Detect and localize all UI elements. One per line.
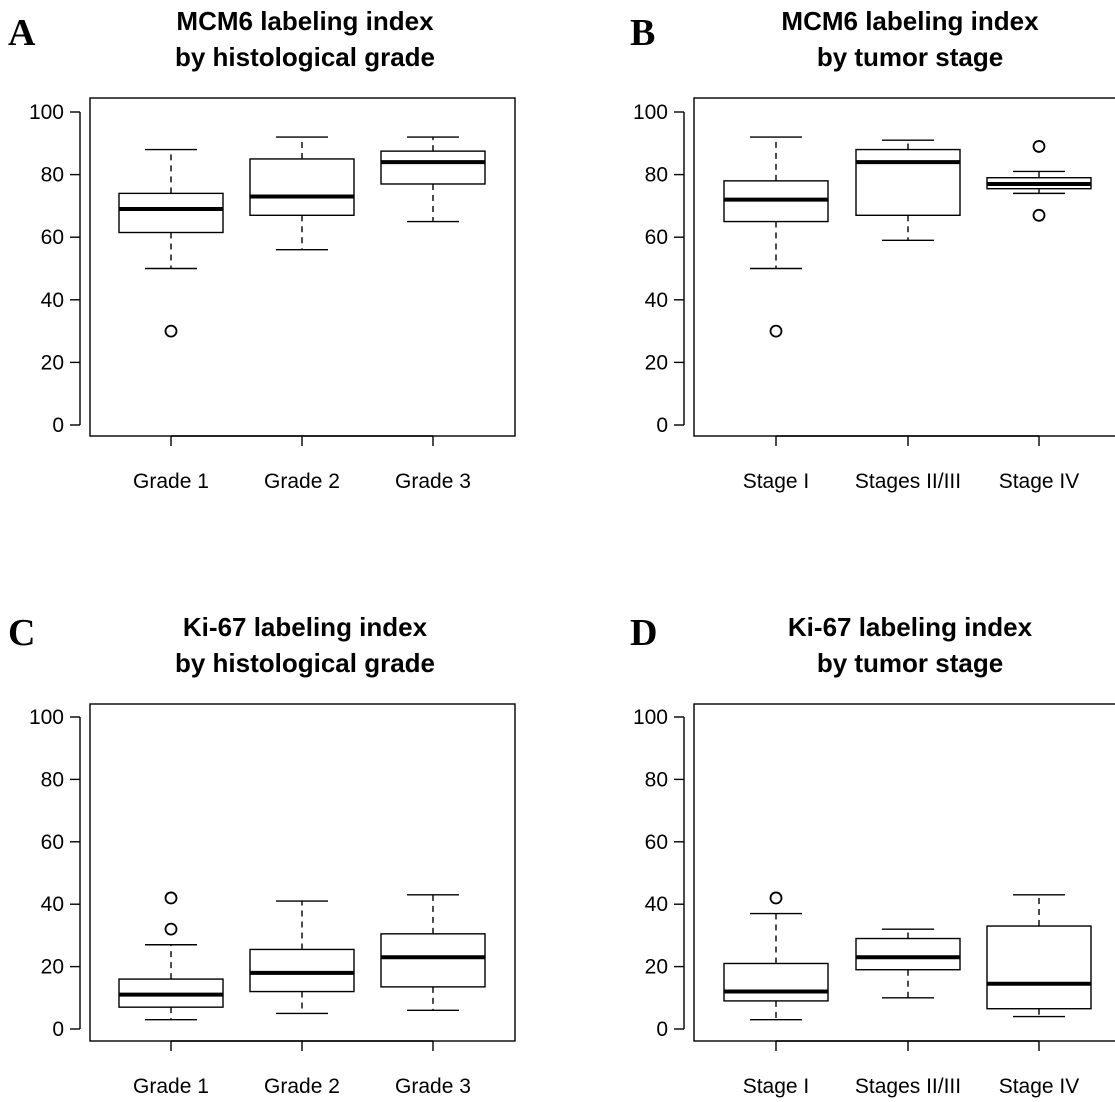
y-tick-label: 100 [29,706,64,729]
chart-panel-c: C Ki-67 labeling index by histological gra… [8,612,516,1098]
x-tick-label: Grade 1 [133,1075,209,1098]
y-tick-label: 80 [645,768,668,791]
outlier-point [164,891,178,905]
outlier-point [164,324,178,338]
chart-title: Ki-67 labeling index by histological grad… [175,612,435,678]
iqr-box [118,192,224,234]
y-tick-label: 20 [41,956,64,979]
outlier-point [1032,208,1046,222]
y-tick-label: 40 [41,893,64,916]
iqr-box [249,948,355,993]
y-tick-label: 100 [633,706,668,729]
iqr-box [380,933,486,988]
y-tick-label: 100 [633,101,668,124]
panel-letter: C [8,612,35,654]
y-tick-label: 100 [29,101,64,124]
y-tick-label: 20 [645,956,668,979]
y-tick-label: 0 [52,414,64,437]
iqr-box [249,158,355,216]
box-stage-i [723,136,829,338]
panel-letter: B [630,12,655,54]
iqr-box [380,150,486,185]
y-tick-label: 60 [41,831,64,854]
outlier-point [164,922,178,936]
outlier-point [769,891,783,905]
chart-title-line: Ki-67 labeling index [788,612,1033,642]
y-tick-label: 40 [41,289,64,312]
box-stages-ii-iii [855,139,961,242]
chart-title-line: MCM6 labeling index [176,6,434,36]
box-grade-3 [380,136,486,223]
x-tick-label: Stage IV [999,470,1080,493]
x-tick-label: Grade 2 [264,470,340,493]
iqr-box [723,962,829,1002]
chart-title-line: Ki-67 labeling index [183,612,428,642]
iqr-box [986,925,1092,1010]
chart-panel-b: B MCM6 labeling index by tumor stage 0 20 40 6… [630,6,1115,493]
outlier-point [1032,140,1046,153]
x-tick-label: Grade 2 [264,1075,340,1098]
box-grade-2 [249,900,355,1015]
y-tick-label: 0 [656,1018,668,1041]
box-grade-1 [118,148,224,338]
x-tick-label: Stage I [743,1075,810,1098]
plot-frame [89,97,516,437]
chart-title: Ki-67 labeling index by tumor stage [788,612,1033,678]
box-grade-1 [118,891,224,1021]
box-stages-ii-iii [855,928,961,999]
chart-title: MCM6 labeling index by histological grade [175,6,435,72]
chart-panel-a: A MCM6 labeling index by histological grad… [8,6,516,493]
chart-title-line: MCM6 labeling index [781,6,1039,36]
plot-frame [693,97,1115,437]
chart-panel-d: D Ki-67 labeling index by tumor stage 0 20 40… [630,612,1115,1098]
chart-title: MCM6 labeling index by tumor stage [781,6,1039,72]
box-stage-i [723,891,829,1021]
box-grade-3 [380,894,486,1011]
iqr-box [855,937,961,971]
y-tick-label: 60 [41,226,64,249]
y-tick-label: 20 [645,351,668,374]
x-tick-label: Grade 1 [133,470,209,493]
y-tick-label: 0 [656,414,668,437]
x-tick-label: Stages II/III [855,470,961,493]
y-tick-label: 60 [645,831,668,854]
y-tick-label: 60 [645,226,668,249]
iqr-box [855,148,961,216]
y-tick-label: 40 [645,893,668,916]
chart-title-line: by histological grade [175,42,435,72]
y-tick-label: 80 [41,768,64,791]
x-tick-label: Stage IV [999,1075,1080,1098]
y-tick-label: 40 [645,289,668,312]
box-stage-iv [986,894,1092,1018]
outlier-point [769,324,783,338]
y-tick-label: 20 [41,351,64,374]
y-tick-label: 80 [41,164,64,187]
x-tick-label: Stages II/III [855,1075,961,1098]
box-grade-2 [249,136,355,251]
chart-title-line: by tumor stage [817,42,1003,72]
x-tick-label: Grade 3 [395,470,471,493]
y-tick-label: 0 [52,1018,64,1041]
panel-letter: D [630,612,657,654]
box-stage-iv [986,140,1092,222]
chart-title-line: by tumor stage [817,648,1003,678]
x-tick-label: Stage I [743,470,810,493]
x-tick-label: Grade 3 [395,1075,471,1098]
y-tick-label: 80 [645,164,668,187]
chart-title-line: by histological grade [175,648,435,678]
panel-letter: A [8,12,36,54]
